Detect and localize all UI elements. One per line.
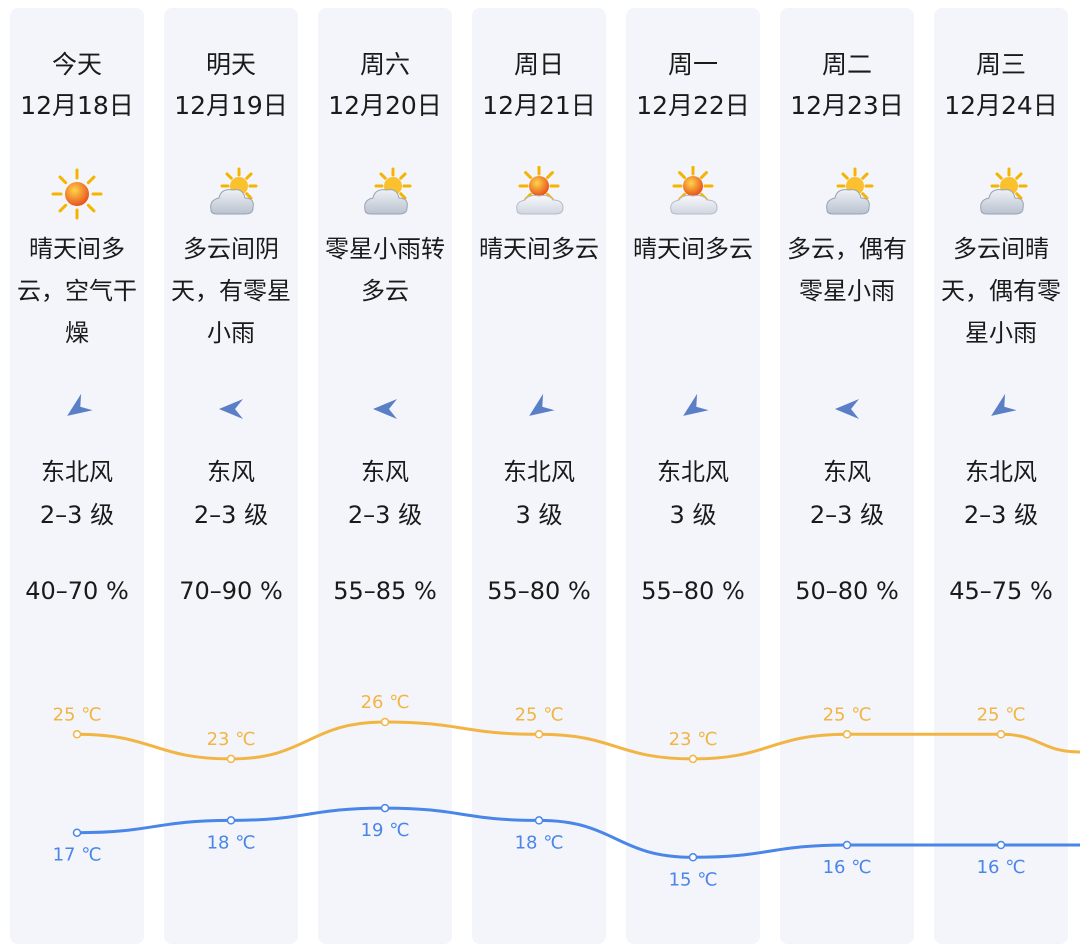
date-label: 12月23日	[790, 91, 904, 120]
high-temp-label: 25 ℃	[53, 704, 102, 725]
high-temp-point	[688, 754, 698, 764]
day-column: 明天 12月19日多云间阴 天，有零星 小雨东风 2–3 级 70–90 %	[164, 8, 298, 944]
high-temp-label: 26 ℃	[361, 692, 410, 713]
condition-text: 多云间晴 天，偶有零 星小雨	[941, 235, 1061, 347]
low-temp-label: 18 ℃	[207, 832, 256, 853]
day-label: 周六	[359, 50, 410, 79]
wind-arrow-east-icon	[215, 393, 247, 425]
wind-arrow-east-icon	[369, 393, 401, 425]
high-temp-point	[72, 730, 82, 739]
wind-level: 3 级	[669, 501, 717, 529]
condition-text: 多云间阴 天，有零星 小雨	[171, 235, 291, 347]
high-temp-label: 25 ℃	[823, 704, 872, 725]
condition-text: 多云，偶有 零星小雨	[787, 235, 907, 305]
humidity-range: 40–70 %	[25, 577, 129, 605]
wind-level: 2–3 级	[39, 501, 115, 529]
high-temp-label: 25 ℃	[977, 704, 1026, 725]
day-column: 周一 12月22日 晴天间多云东北风 3 级 55–80 %	[626, 8, 760, 944]
date-label: 12月20日	[328, 91, 442, 120]
day-column: 周日 12月21日 晴天间多云东北风 3 级 55–80 %	[472, 8, 606, 944]
high-temp-label: 23 ℃	[207, 729, 256, 750]
wind-arrow-northeast-icon	[523, 393, 555, 425]
wind-level: 2–3 级	[347, 501, 423, 529]
date-label: 12月24日	[944, 91, 1058, 120]
date-label: 12月21日	[482, 91, 596, 120]
high-temp-point	[380, 717, 390, 727]
partly-cloudy-icon	[817, 166, 877, 222]
humidity-range: 55–85 %	[333, 577, 437, 605]
condition-text: 晴天间多 云，空气干 燥	[17, 235, 137, 347]
high-temp-point	[842, 730, 852, 739]
low-temp-point	[688, 853, 698, 862]
day-label: 周日	[513, 50, 564, 79]
wind-direction: 东北风	[965, 458, 1037, 486]
humidity-range: 45–75 %	[949, 577, 1053, 605]
condition-text: 零星小雨转 多云	[325, 235, 445, 305]
low-temp-label: 16 ℃	[977, 857, 1026, 878]
partly-cloudy-icon	[201, 166, 261, 222]
low-temp-point	[842, 840, 852, 850]
humidity-range: 55–80 %	[641, 577, 745, 605]
wind-arrow-northeast-icon	[985, 393, 1017, 425]
condition-text: 晴天间多云	[479, 235, 599, 263]
wind-direction: 东北风	[657, 458, 729, 486]
partly-cloudy-icon	[971, 166, 1031, 222]
humidity-range: 70–90 %	[179, 577, 283, 605]
high-temp-point	[226, 754, 236, 764]
sun-icon	[47, 166, 107, 222]
humidity-range: 55–80 %	[487, 577, 591, 605]
wind-level: 2–3 级	[963, 501, 1039, 529]
wind-direction: 东北风	[41, 458, 113, 486]
wind-arrow-northeast-icon	[677, 393, 709, 425]
wind-direction: 东风	[823, 458, 871, 486]
date-label: 12月19日	[174, 91, 288, 120]
day-label: 周二	[821, 50, 872, 79]
wind-direction: 东北风	[503, 458, 575, 486]
high-temp-label: 25 ℃	[515, 704, 564, 725]
day-label: 周三	[975, 50, 1026, 79]
high-temp-point	[996, 730, 1006, 739]
wind-arrow-east-icon	[831, 393, 863, 425]
low-temp-label: 15 ℃	[669, 869, 718, 890]
day-label: 明天	[205, 50, 256, 79]
low-temp-line	[76, 806, 1080, 859]
wind-level: 2–3 级	[809, 501, 885, 529]
low-temp-label: 16 ℃	[823, 857, 872, 878]
low-temp-label: 19 ℃	[361, 820, 410, 841]
high-temp-label: 23 ℃	[669, 729, 718, 750]
humidity-range: 50–80 %	[795, 577, 899, 605]
low-temp-label: 18 ℃	[515, 832, 564, 853]
date-label: 12月18日	[20, 91, 134, 120]
wind-level: 3 级	[515, 501, 563, 529]
day-column: 周三 12月24日多云间晴 天，偶有零 星小雨东北风 2–3 级 45–75 %	[934, 8, 1068, 944]
low-temp-point	[72, 828, 82, 837]
wind-arrow-northeast-icon	[61, 393, 93, 425]
day-label: 今天	[51, 50, 102, 79]
high-temp-point	[534, 730, 544, 739]
low-temp-point	[996, 840, 1006, 850]
sun-cloud-icon	[509, 165, 569, 222]
low-temp-label: 17 ℃	[53, 845, 102, 866]
low-temp-point	[380, 803, 390, 813]
date-label: 12月22日	[636, 91, 750, 120]
wind-direction: 东风	[361, 458, 409, 486]
wind-direction: 东风	[207, 458, 255, 486]
partly-cloudy-icon	[355, 166, 415, 222]
sun-cloud-icon	[663, 165, 723, 222]
high-temp-line	[76, 720, 1080, 761]
low-temp-point	[534, 816, 544, 825]
day-column: 周六 12月20日零星小雨转 多云东风 2–3 级 55–85 %	[318, 8, 452, 944]
wind-level: 2–3 级	[193, 501, 269, 529]
day-column: 周二 12月23日多云，偶有 零星小雨东风 2–3 级 50–80 %	[780, 8, 914, 944]
day-label: 周一	[667, 50, 718, 79]
day-column: 今天 12月18日晴天间多 云，空气干 燥东北风 2–3 级 40–70 %	[10, 8, 144, 944]
condition-text: 晴天间多云	[633, 235, 753, 263]
low-temp-point	[226, 816, 236, 825]
